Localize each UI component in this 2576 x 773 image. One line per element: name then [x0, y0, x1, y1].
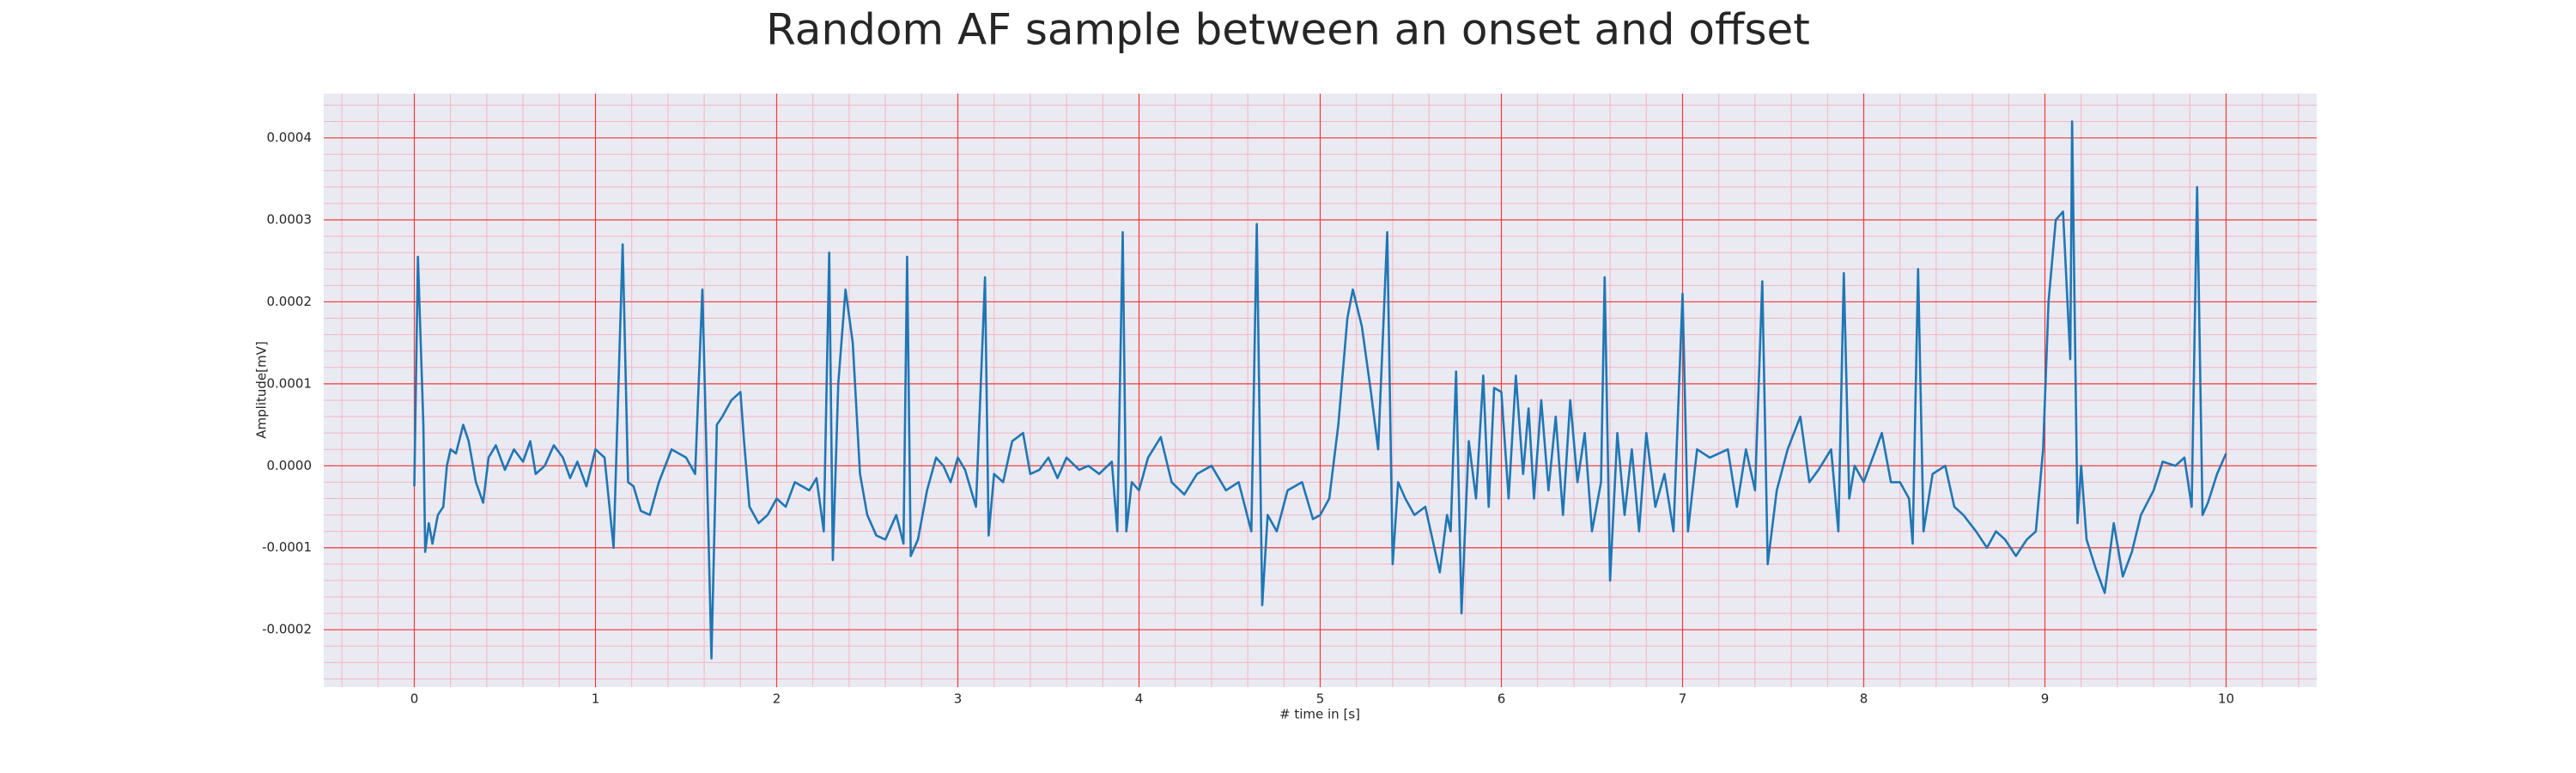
x-tick-label: 8 — [1860, 691, 1868, 707]
y-tick-label: 0.0004 — [267, 130, 313, 145]
y-axis-label: Amplitude[mV] — [254, 341, 270, 438]
x-tick-label: 4 — [1135, 691, 1144, 707]
x-tick-label: 6 — [1498, 691, 1506, 707]
x-tick-label: 5 — [1316, 691, 1325, 707]
x-tick-label: 3 — [954, 691, 963, 707]
x-tick-label: 1 — [592, 691, 600, 707]
y-tick-label: -0.0002 — [262, 622, 312, 637]
signal-line — [413, 120, 2227, 660]
x-axis-label: # time in [s] — [1279, 707, 1360, 722]
y-tick-label: 0.0000 — [267, 458, 313, 473]
chart-title: Random AF sample between an onset and of… — [766, 5, 1810, 55]
y-tick-label: 0.0002 — [267, 294, 313, 309]
y-tick-label: -0.0001 — [262, 539, 312, 555]
y-tick-label: 0.0001 — [267, 375, 313, 391]
x-tick-label: 10 — [2218, 691, 2234, 707]
y-tick-label: 0.0003 — [267, 211, 313, 227]
x-tick-label: 2 — [773, 691, 781, 707]
x-tick-label: 9 — [2041, 691, 2050, 707]
x-tick-label: 7 — [1679, 691, 1687, 707]
x-tick-label: 0 — [410, 691, 419, 707]
